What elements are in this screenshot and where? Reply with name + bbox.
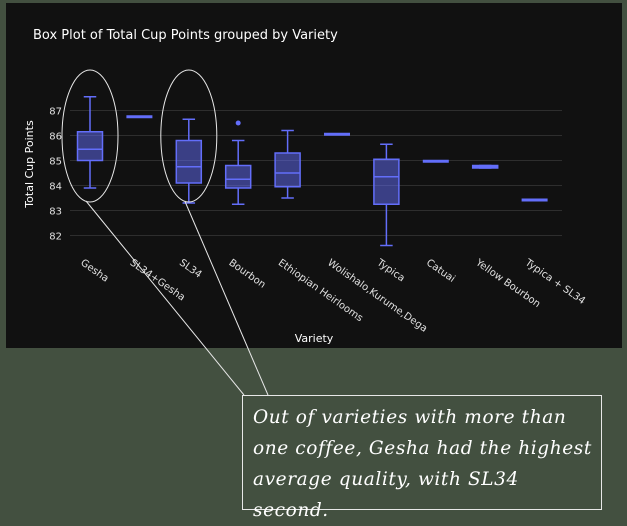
box-median xyxy=(422,159,449,163)
annotation-text: Out of varieties with more than one coff… xyxy=(253,407,592,521)
box-iqr xyxy=(373,158,400,205)
box-iqr xyxy=(224,164,252,189)
box-median xyxy=(521,198,548,202)
y-tick-label: 86 xyxy=(49,132,62,143)
highlight-ellipse xyxy=(160,69,218,203)
chart-title: Box Plot of Total Cup Points grouped by … xyxy=(33,28,338,43)
chart-panel xyxy=(6,3,622,348)
x-tick-label: Catuai xyxy=(424,257,457,285)
annotation-callout: Out of varieties with more than one coff… xyxy=(242,395,602,521)
box-iqr xyxy=(175,139,203,184)
x-tick-label: Wolishalo,Kurume,Dega xyxy=(325,257,429,334)
y-tick-label: 82 xyxy=(49,232,62,243)
box-iqr xyxy=(76,131,104,162)
callout-pointer xyxy=(184,200,269,396)
y-axis-label: Total Cup Points xyxy=(23,120,36,209)
box-iqr xyxy=(274,152,301,188)
box-median xyxy=(126,115,153,119)
outlier-point xyxy=(235,120,241,126)
y-tick-label: 87 xyxy=(49,107,62,118)
y-tick-label: 84 xyxy=(49,182,62,193)
x-axis-label: Variety xyxy=(295,332,334,345)
x-tick-label: SL34 xyxy=(177,257,204,280)
x-tick-label: Bourbon xyxy=(226,257,267,290)
y-tick-label: 83 xyxy=(49,207,62,218)
box-median xyxy=(324,132,350,136)
highlight-ellipse xyxy=(61,69,119,203)
y-tick-label: 85 xyxy=(49,157,62,168)
callout-pointer xyxy=(85,200,245,396)
x-tick-label: Typica xyxy=(374,257,407,284)
x-tick-label: Ethiopian Heirlooms xyxy=(276,257,365,324)
x-tick-label: Gesha xyxy=(78,257,110,284)
